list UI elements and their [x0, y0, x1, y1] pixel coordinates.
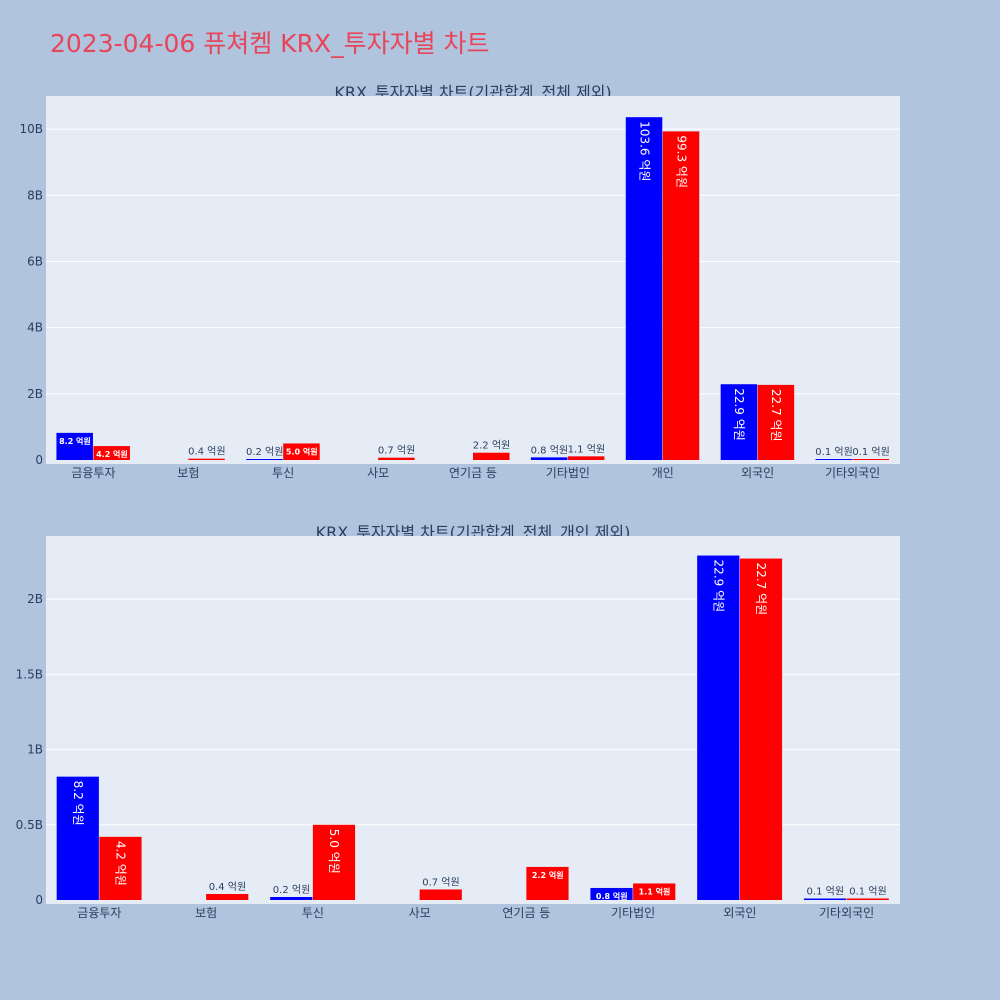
- data-label: 2.2 억원: [473, 440, 510, 452]
- x-tick-label: 보험: [177, 466, 199, 480]
- data-label: 0.8 억원: [531, 444, 568, 456]
- y-tick-label: 1.5B: [16, 667, 43, 681]
- bar: [846, 898, 889, 900]
- bar: [590, 887, 633, 900]
- data-label: 5.0 억원: [327, 829, 341, 874]
- y-tick-label: 10B: [19, 122, 43, 136]
- bar: [625, 117, 663, 460]
- data-label: 2.2 억원: [532, 870, 564, 880]
- y-tick-label: 2B: [27, 592, 43, 606]
- bar: [93, 446, 130, 460]
- x-tick-label: 기타외국인: [819, 906, 874, 920]
- x-tick-label: 투신: [272, 466, 294, 480]
- y-tick-label: 0: [35, 453, 43, 467]
- x-tick-label: 기타외국인: [825, 466, 880, 480]
- data-label: 22.9 억원: [732, 388, 746, 441]
- y-tick-label: 1B: [27, 743, 43, 757]
- data-label: 22.7 억원: [769, 389, 783, 442]
- bar: [283, 443, 320, 460]
- data-label: 1.1 억원: [639, 886, 671, 896]
- data-label: 1.1 억원: [568, 443, 605, 455]
- data-label: 99.3 억원: [674, 135, 688, 188]
- bar: [312, 824, 356, 900]
- bar: [473, 452, 510, 460]
- x-tick-label: 기타법인: [546, 466, 590, 480]
- y-tick-label: 2B: [27, 387, 43, 401]
- data-label: 0.1 억원: [852, 446, 889, 458]
- y-tick-label: 0: [35, 893, 43, 907]
- data-label: 5.0 억원: [286, 446, 318, 456]
- bar: [662, 131, 700, 460]
- x-tick-label: 외국인: [741, 466, 774, 480]
- bar: [206, 893, 249, 900]
- y-tick-label: 6B: [27, 254, 43, 268]
- data-label: 0.4 억원: [209, 881, 246, 893]
- data-label: 0.1 억원: [849, 885, 886, 897]
- data-label: 0.7 억원: [378, 445, 415, 457]
- x-tick-label: 금융투자: [77, 906, 121, 920]
- page-title: 2023-04-06 퓨쳐켐 KRX_투자자별 차트: [50, 29, 490, 58]
- x-tick-label: 연기금 등: [502, 906, 550, 920]
- bar: [757, 384, 795, 460]
- x-tick-label: 사모: [409, 906, 431, 920]
- bar: [815, 459, 853, 460]
- bar: [526, 866, 569, 900]
- bar: [246, 459, 283, 460]
- y-tick-label: 8B: [27, 188, 43, 202]
- x-tick-label: 금융투자: [71, 466, 115, 480]
- x-tick-label: 투신: [302, 906, 324, 920]
- data-label: 0.2 억원: [273, 884, 310, 896]
- data-label: 0.2 억원: [246, 446, 283, 458]
- bar: [739, 558, 783, 900]
- data-label: 0.1 억원: [815, 446, 852, 458]
- x-tick-label: 보험: [195, 906, 217, 920]
- data-label: 0.1 억원: [807, 885, 844, 897]
- bar: [567, 456, 605, 460]
- bar: [697, 555, 740, 900]
- data-label: 8.2 억원: [71, 781, 85, 826]
- bar: [56, 776, 99, 900]
- data-label: 22.9 억원: [712, 560, 726, 613]
- data-label: 103.6 억원: [637, 121, 651, 181]
- data-label: 0.8 억원: [596, 891, 628, 901]
- bar: [720, 384, 758, 460]
- bar: [530, 457, 568, 460]
- y-tick-label: 0.5B: [16, 818, 43, 832]
- x-tick-label: 기타법인: [611, 906, 655, 920]
- x-tick-label: 사모: [367, 466, 389, 480]
- bar: [270, 896, 313, 900]
- data-label: 0.4 억원: [188, 446, 225, 458]
- y-tick-label: 4B: [27, 321, 43, 335]
- x-tick-label: 연기금 등: [449, 466, 497, 480]
- data-label: 22.7 억원: [754, 563, 768, 616]
- bar: [852, 459, 890, 460]
- bar: [633, 883, 676, 900]
- data-label: 4.2 억원: [114, 841, 128, 886]
- x-tick-label: 외국인: [723, 906, 756, 920]
- bar: [99, 836, 142, 900]
- bar: [56, 432, 93, 460]
- bar: [803, 898, 847, 900]
- data-label: 0.7 억원: [422, 876, 459, 888]
- x-tick-label: 개인: [652, 466, 674, 480]
- data-label: 8.2 억원: [59, 436, 91, 446]
- bar: [188, 458, 225, 460]
- data-label: 4.2 억원: [96, 449, 128, 459]
- bar: [419, 889, 462, 900]
- bar: [378, 457, 415, 460]
